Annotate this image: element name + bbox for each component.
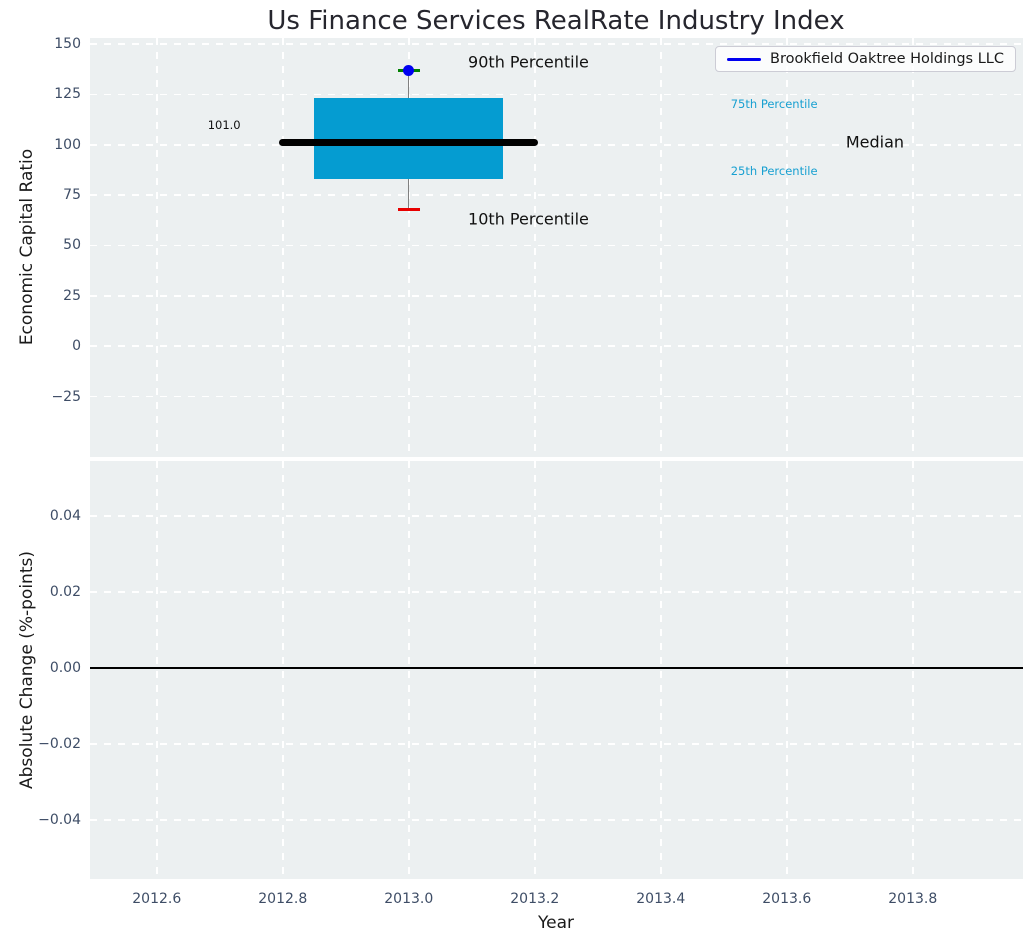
y-gridline [90, 819, 1023, 821]
lower-whisker-cap [397, 207, 420, 211]
x-tick-label: 2013.8 [888, 891, 938, 907]
x-gridline [786, 38, 788, 457]
annotation-90th-percentile: 90th Percentile [468, 52, 589, 72]
y-tick-label: 0.04 [49, 508, 81, 525]
company-marker [403, 64, 415, 76]
y-tick-label: 150 [54, 36, 81, 53]
legend: Brookfield Oaktree Holdings LLC [715, 46, 1016, 72]
y-gridline [90, 743, 1023, 745]
x-tick-label: 2013.6 [762, 891, 812, 907]
y-gridline [90, 395, 1023, 398]
x-gridline [786, 461, 788, 879]
y-tick-label: 0.00 [49, 660, 81, 677]
y-tick-label: 0 [72, 338, 81, 355]
annotation-10th-percentile: 10th Percentile [468, 209, 589, 229]
x-gridline [156, 38, 158, 457]
box [314, 98, 504, 179]
x-gridline [912, 461, 914, 879]
y-tick-label: 50 [63, 237, 81, 254]
y-tick-label: −0.02 [38, 736, 81, 753]
y-tick-label: −25 [51, 388, 81, 405]
zero-line [90, 667, 1023, 669]
annotation-median: Median [845, 132, 905, 152]
y-tick-label: 75 [63, 187, 81, 204]
y-gridline [90, 194, 1023, 196]
x-gridline [912, 38, 914, 457]
x-tick-label: 2013.0 [384, 891, 434, 907]
y-gridline [90, 591, 1023, 593]
y-gridline [90, 144, 1023, 146]
x-tick-label: 2013.4 [636, 891, 686, 907]
y-gridline [90, 295, 1023, 297]
y-gridline [90, 43, 1023, 45]
chart-title: Us Finance Services RealRate Industry In… [267, 6, 845, 36]
y-gridline [90, 244, 1023, 247]
x-gridline [156, 461, 158, 879]
x-axis-label: Year [538, 913, 574, 933]
x-gridline [534, 38, 536, 457]
annotation-75th-percentile: 75th Percentile [730, 97, 818, 112]
annotation-25th-percentile: 25th Percentile [730, 163, 818, 178]
y-tick-label: 125 [54, 86, 81, 103]
legend-label: Brookfield Oaktree Holdings LLC [770, 51, 1004, 67]
x-gridline [408, 38, 410, 457]
y-tick-label: 100 [54, 136, 81, 153]
x-gridline [282, 461, 284, 879]
x-tick-label: 2012.8 [258, 891, 308, 907]
y-tick-label: 25 [63, 287, 81, 304]
y-tick-label: −0.04 [38, 812, 81, 829]
x-tick-label: 2013.2 [510, 891, 560, 907]
y-gridline [90, 93, 1023, 96]
x-tick-label: 2012.6 [132, 891, 182, 907]
x-gridline [660, 461, 662, 879]
x-gridline [282, 38, 284, 457]
x-gridline [408, 461, 410, 879]
legend-line-icon [727, 57, 762, 61]
annotation-101-0: 101.0 [207, 117, 241, 132]
y-gridline [90, 345, 1023, 347]
x-gridline [660, 38, 662, 457]
bottom-axes [90, 461, 1023, 879]
x-gridline [534, 461, 536, 879]
top-axes [90, 38, 1023, 457]
y-tick-label: 0.02 [49, 584, 81, 601]
y-gridline [90, 515, 1023, 517]
median-line [279, 139, 539, 147]
